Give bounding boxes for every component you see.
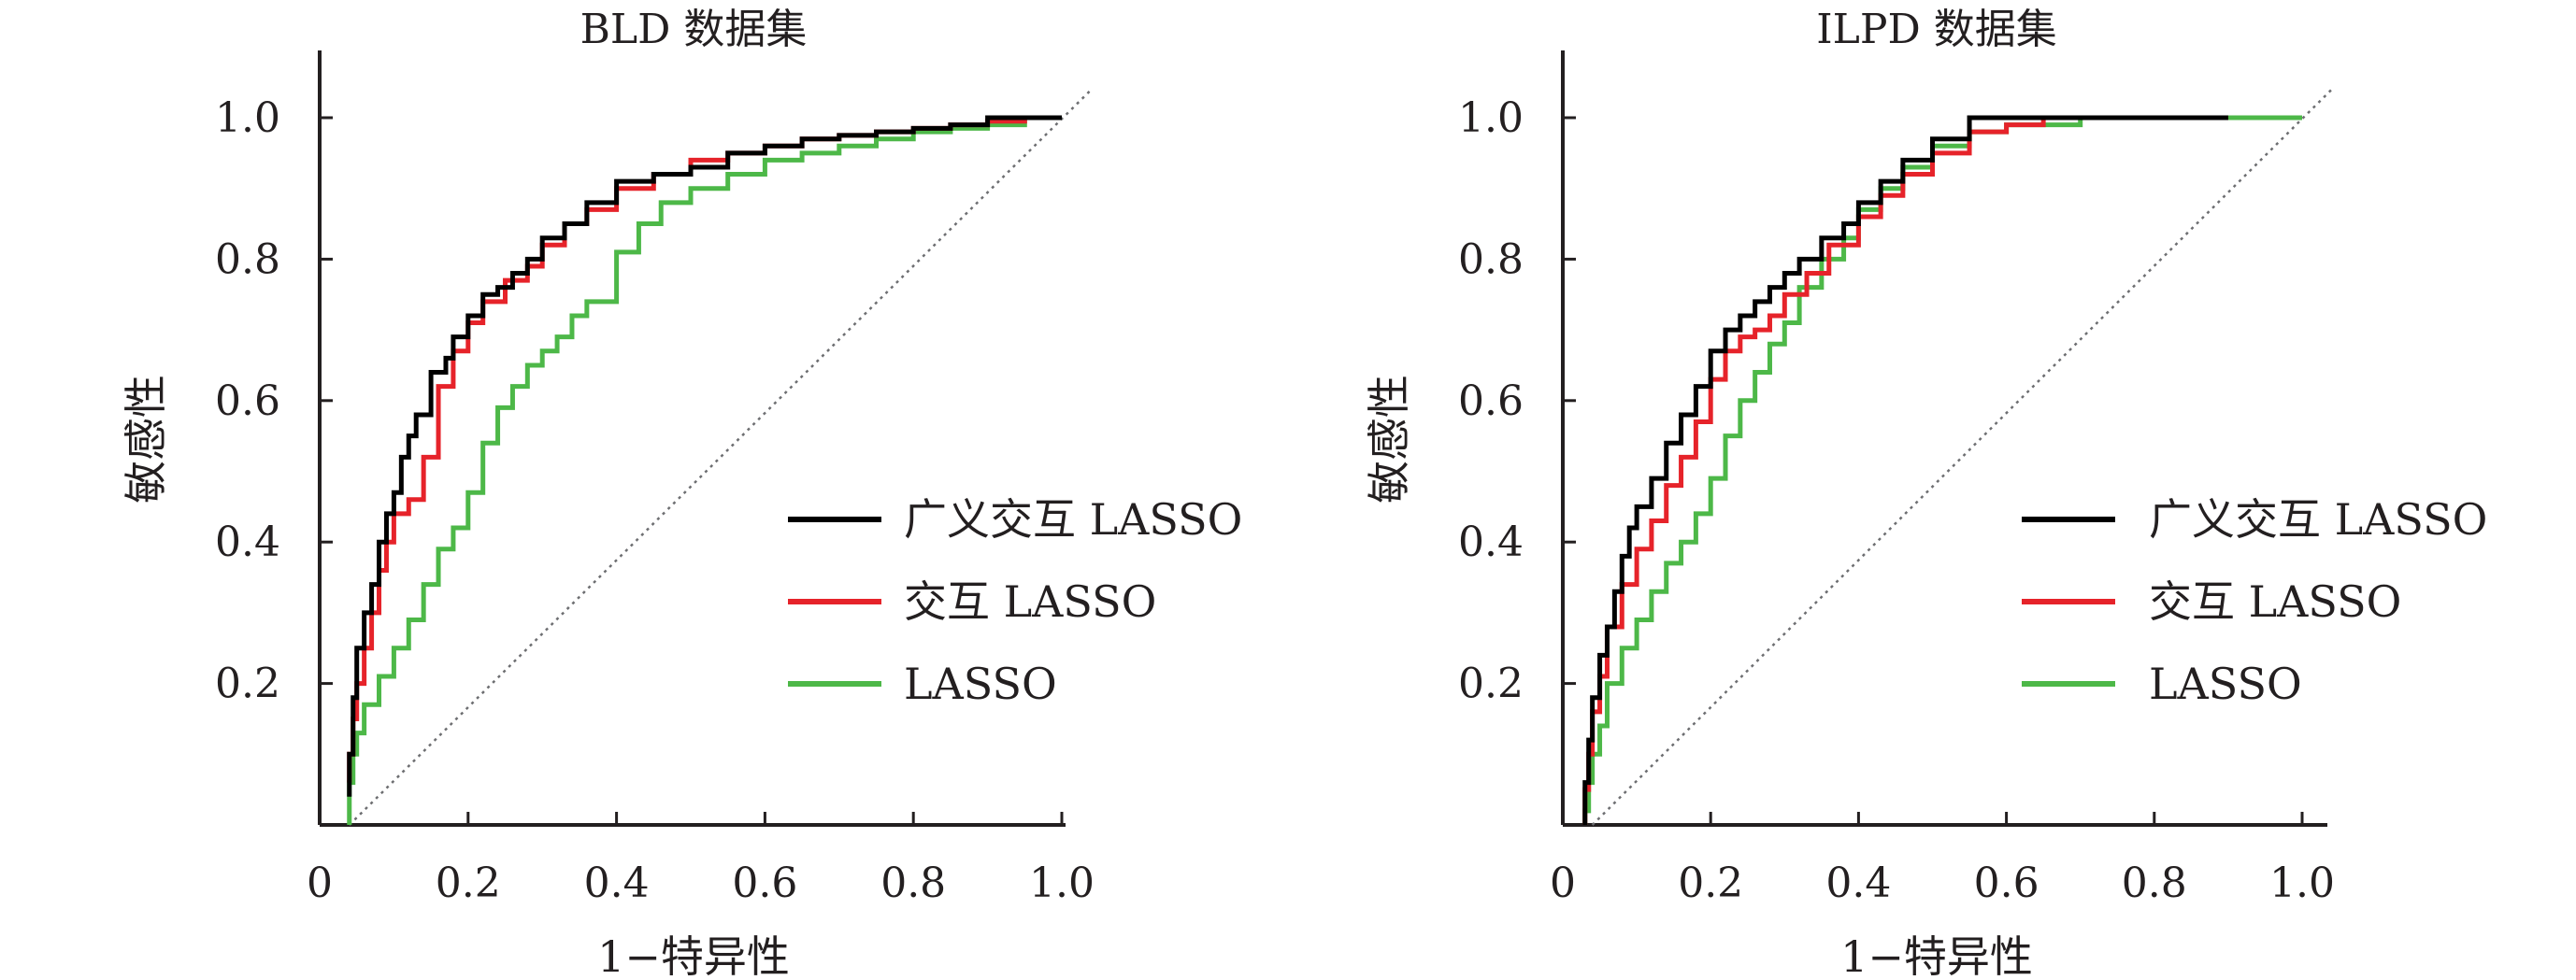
x-tick-label: 0.4 [584, 859, 650, 907]
y-tick-label: 1.0 [215, 94, 280, 142]
legend: 广义交互 LASSO 交互 LASSO LASSO [788, 494, 1242, 709]
reference-diagonal [1591, 88, 2333, 826]
y-tick-label: 0.2 [1458, 660, 1524, 708]
legend-label: 交互 LASSO [2149, 576, 2401, 627]
roc-curve-gi-lasso [347, 115, 1062, 797]
y-axis-label: 敏感性 [1364, 375, 1414, 504]
x-tick-label: 0 [307, 859, 333, 907]
x-tick-label: 1.0 [2269, 859, 2335, 907]
y-tick-label: 0.4 [215, 518, 280, 566]
x-axis-label: 1−特异性 [597, 931, 790, 980]
chart-panel-ilpd: ILPD 数据集 0 0.2 0.4 0.6 0.8 1.0 0.2 0.4 0.6 0.8 1.0 1… [1364, 6, 2487, 980]
legend-label: LASSO [2149, 659, 2302, 709]
roc-curve-gi-lasso [1582, 115, 2228, 825]
roc-curve-lasso [347, 115, 1062, 825]
legend-label: LASSO [904, 659, 1057, 709]
x-tick-label: 0.8 [2122, 859, 2187, 907]
y-tick-label: 0.6 [215, 377, 280, 425]
x-tick-label: 0.6 [1974, 859, 2039, 907]
x-tick-label: 0.6 [732, 859, 797, 907]
x-axis-label: 1−特异性 [1840, 931, 2033, 980]
y-axis-label: 敏感性 [121, 375, 171, 504]
legend: 广义交互 LASSO 交互 LASSO LASSO [2022, 494, 2487, 709]
reference-diagonal [348, 88, 1093, 826]
x-tick-label: 0 [1550, 859, 1576, 907]
roc-curve-lasso [1582, 115, 2302, 825]
y-tick-label: 0.8 [1458, 235, 1524, 283]
roc-curve-i-lasso [1582, 115, 2228, 825]
legend-label: 广义交互 LASSO [2149, 494, 2487, 545]
x-tick-label: 0.2 [1678, 859, 1743, 907]
x-tick-label: 0.8 [880, 859, 946, 907]
x-tick-label: 0.4 [1825, 859, 1891, 907]
chart-title: ILPD 数据集 [1816, 6, 2056, 53]
x-tick-label: 1.0 [1029, 859, 1095, 907]
y-tick-label: 0.4 [1458, 518, 1524, 566]
x-tick-label: 0.2 [436, 859, 501, 907]
y-tick-label: 0.8 [215, 235, 280, 283]
y-tick-label: 0.6 [1458, 377, 1524, 425]
chart-title: BLD 数据集 [580, 6, 808, 53]
y-tick-label: 0.2 [215, 660, 280, 708]
y-tick-label: 1.0 [1458, 94, 1524, 142]
legend-label: 广义交互 LASSO [904, 494, 1242, 545]
legend-label: 交互 LASSO [904, 576, 1156, 627]
chart-panel-bld: BLD 数据集 0 0.2 0.4 0.6 0.8 1.0 0.2 0.4 0.6 0.8 1.0 1−… [121, 6, 1242, 980]
